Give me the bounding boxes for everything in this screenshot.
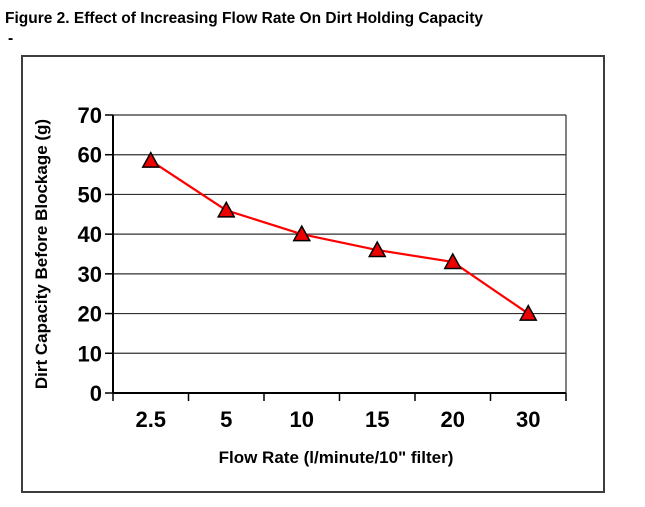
y-axis-title: Dirt Capacity Before Blockage (g) — [32, 119, 51, 389]
data-point-marker — [141, 151, 161, 168]
x-tick-label: 20 — [441, 407, 465, 432]
figure-caption: Figure 2. Effect of Increasing Flow Rate… — [5, 10, 483, 27]
y-tick-label: 30 — [78, 262, 102, 287]
data-point-marker — [292, 224, 312, 242]
y-tick-label: 0 — [90, 381, 102, 406]
x-tick-label: 30 — [516, 407, 540, 432]
data-line — [150, 159, 529, 315]
y-tick-label: 20 — [78, 302, 102, 327]
y-tick-label: 70 — [78, 103, 102, 128]
data-point-marker — [216, 200, 236, 218]
line-chart: 0 10 20 30 40 50 60 70 2.5 5 10 15 20 30 Dirt Capacity… — [32, 103, 567, 467]
figure-caption-dash: - — [8, 30, 14, 47]
x-axis-title: Flow Rate (l/minute/10" filter) — [219, 448, 454, 467]
y-tick-label: 60 — [78, 143, 102, 168]
data-point-marker — [443, 252, 463, 270]
y-tick-label: 10 — [78, 341, 102, 366]
y-tick-label: 50 — [78, 182, 102, 207]
y-tick-label: 40 — [78, 222, 102, 247]
data-point-marker — [518, 304, 538, 321]
x-tick-label: 10 — [290, 407, 314, 432]
x-tick-label: 5 — [220, 407, 232, 432]
data-point-marker — [367, 240, 387, 258]
x-tick-label: 2.5 — [135, 407, 166, 432]
x-tick-label: 15 — [365, 407, 389, 432]
chart-frame: 0 10 20 30 40 50 60 70 2.5 5 10 15 20 30 Dirt Capacity… — [21, 55, 605, 493]
